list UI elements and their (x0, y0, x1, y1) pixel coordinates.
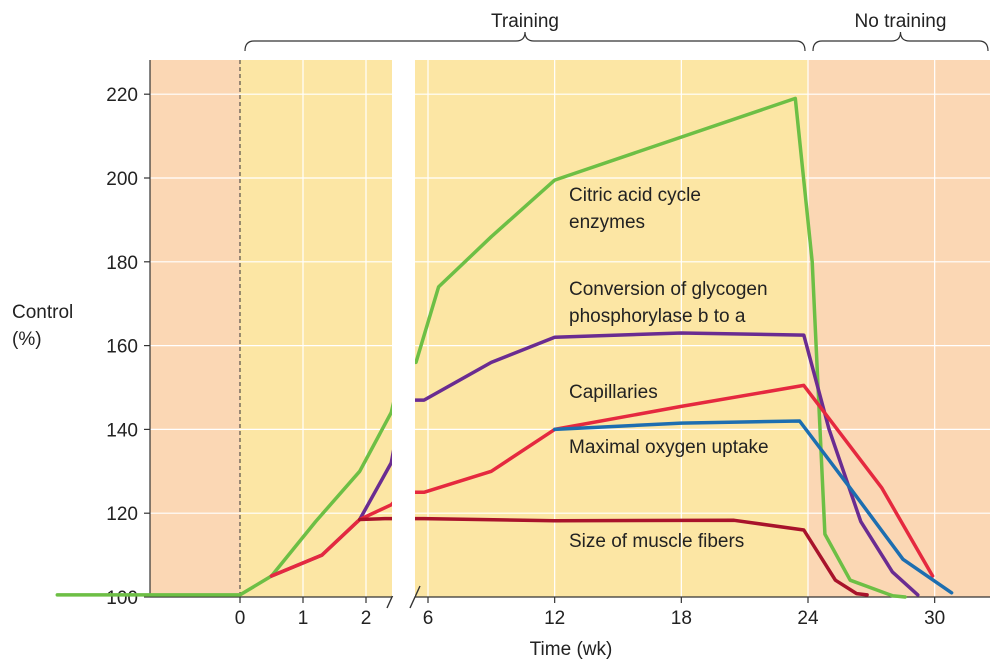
phase-bracket-0 (244, 31, 806, 52)
phase-brackets: Training No training (244, 11, 989, 52)
x-tick-label-18: 18 (671, 608, 692, 629)
phase-label-0: Training (491, 11, 559, 32)
series-label-1-line-0: Conversion of glycogen (569, 279, 768, 300)
series-label-3-line-0: Maximal oxygen uptake (569, 437, 769, 458)
axis-break-gap-overlay (392, 60, 415, 596)
band-before-training (150, 60, 240, 597)
series-lines (55, 60, 954, 599)
series-label-0-line-0: Citric acid cycle (569, 185, 701, 206)
x-tick-label-1: 1 (298, 608, 309, 629)
x-tick-label-24: 24 (797, 608, 819, 629)
y-tick-label-120: 120 (106, 504, 138, 525)
series-label-0-line-1: enzymes (569, 212, 645, 233)
x-tick-label-2: 2 (361, 608, 372, 629)
x-tick-label-0: 0 (235, 608, 246, 629)
y-tick-label-100: 100 (106, 588, 138, 609)
y-axis-label-line-1: Control (12, 302, 73, 323)
series-label-1-line-1: phosphorylase b to a (569, 306, 746, 327)
phase-label-1: No training (855, 11, 947, 32)
axis-break-mark-right (409, 585, 421, 609)
x-tick-label-30: 30 (924, 608, 945, 629)
series-line-1 (269, 331, 920, 597)
x-axis-label: Time (wk) (530, 639, 613, 660)
band-no-training (808, 60, 990, 597)
series-line-0 (55, 96, 907, 599)
y-tick-label-220: 220 (106, 85, 138, 106)
series-line-3 (552, 419, 954, 595)
y-tick-label-160: 160 (106, 337, 138, 358)
series-label-4-line-0: Size of muscle fibers (569, 531, 744, 552)
band-training (240, 60, 808, 597)
x-tick-label-6: 6 (423, 608, 434, 629)
phase-bracket-1 (812, 31, 989, 52)
series-labels: Citric acid cycle enzymes Conversion of gl… (569, 185, 769, 552)
y-tick-label-180: 180 (106, 253, 138, 274)
y-axis-label-line-2: (%) (12, 329, 42, 350)
series-label-2-line-0: Capillaries (569, 382, 658, 403)
series-line-2 (269, 383, 935, 578)
y-tick-label-140: 140 (106, 420, 138, 441)
y-tick-label-200: 200 (106, 169, 138, 190)
phase-bands (150, 60, 990, 597)
x-tick-label-12: 12 (544, 608, 565, 629)
